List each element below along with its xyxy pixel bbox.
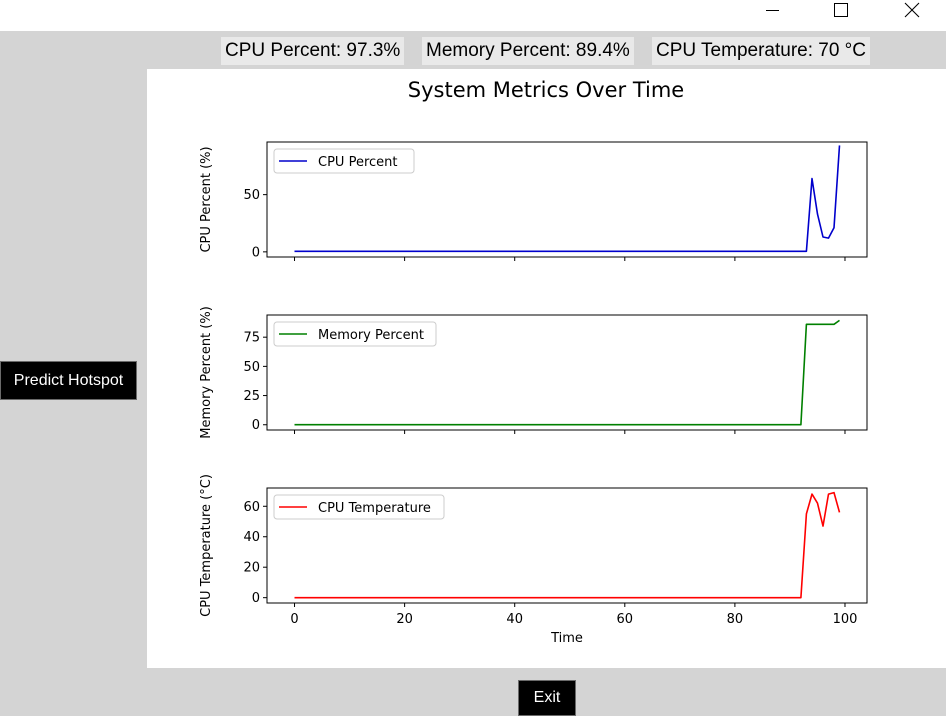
x-tick-label: 40 (506, 612, 523, 627)
x-tick-label: 20 (396, 612, 413, 627)
y-axis-label: CPU Temperature (°C) (199, 474, 214, 617)
x-tick-label: 80 (727, 612, 744, 627)
metrics-chart: System Metrics Over Time 0 50 CPU Percent (… (147, 69, 946, 668)
y-axis-label: Memory Percent (%) (199, 306, 214, 439)
legend-label: CPU Percent (318, 155, 397, 170)
y-tick-label: 60 (243, 500, 260, 515)
y-tick-label: 40 (243, 530, 260, 545)
window-titlebar (0, 0, 946, 31)
minimize-button[interactable] (749, 0, 795, 20)
predict-hotspot-button[interactable]: Predict Hotspot (0, 361, 137, 400)
x-axis-label: Time (550, 631, 583, 646)
y-tick-label: 20 (243, 561, 260, 576)
y-tick-label: 0 (252, 245, 260, 260)
y-tick-label: 25 (243, 389, 260, 404)
x-tick-label: 100 (833, 612, 858, 627)
x-tick-label: 0 (290, 612, 298, 627)
cpu-percent-label: CPU Percent: 97.3% (221, 37, 404, 65)
legend-label: Memory Percent (318, 328, 424, 343)
close-icon (904, 2, 920, 18)
y-tick-label: 0 (252, 418, 260, 433)
close-button[interactable] (889, 0, 935, 20)
maximize-icon (833, 2, 849, 18)
x-tick-label: 60 (617, 612, 634, 627)
chart-title: System Metrics Over Time (408, 78, 684, 102)
y-tick-label: 75 (243, 331, 260, 346)
y-tick-label: 0 (252, 591, 260, 606)
y-tick-label: 50 (243, 360, 260, 375)
metrics-figure: System Metrics Over Time 0 50 CPU Percent (… (147, 69, 946, 668)
y-axis-label: CPU Percent (%) (199, 146, 214, 252)
y-tick-label: 50 (243, 188, 260, 203)
exit-button[interactable]: Exit (518, 680, 576, 716)
minimize-icon (764, 2, 780, 18)
memory-percent-label: Memory Percent: 89.4% (422, 37, 634, 65)
cpu-temperature-label: CPU Temperature: 70 °C (652, 37, 870, 65)
legend-label: CPU Temperature (318, 501, 431, 516)
maximize-button[interactable] (818, 0, 864, 20)
